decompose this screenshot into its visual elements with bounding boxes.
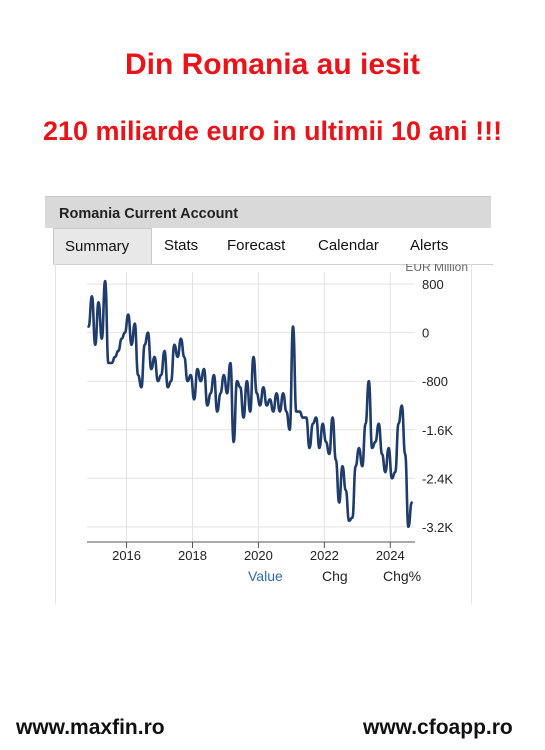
tab-summary[interactable]: Summary	[53, 228, 152, 264]
y-tick-label: 0	[422, 326, 429, 341]
tab-bar: Summary Stats Forecast Calendar Alerts	[53, 228, 493, 265]
chart-left-rule	[55, 264, 56, 604]
headline-line-2: 210 miliarde euro in ultimii 10 ani !!!	[42, 116, 503, 146]
view-option-chg[interactable]: Chg	[322, 568, 348, 584]
footer-link-cfoapp[interactable]: www.cfoapp.ro	[363, 716, 513, 739]
y-tick-label: 800	[422, 277, 444, 292]
y-tick-label: -3.2K	[422, 520, 453, 535]
tab-alerts[interactable]: Alerts	[410, 237, 449, 254]
tab-stats[interactable]: Stats	[164, 237, 199, 254]
y-tick-label: -2.4K	[422, 471, 453, 486]
x-tick-label: 2024	[376, 548, 405, 563]
tab-forecast[interactable]: Forecast	[227, 237, 286, 254]
chart-right-rule	[471, 264, 472, 604]
panel-title: Romania Current Account	[45, 196, 491, 228]
view-option-value[interactable]: Value	[248, 568, 283, 584]
current-account-line-chart: EUR Million 800 0 -800 -1.6K -2.4K -3.2K 2016 20…	[87, 264, 468, 563]
chart-area: EUR Million 800 0 -800 -1.6K -2.4K -3.2K 2016 20…	[53, 264, 473, 604]
headline-line-1: Din Romania au iesit	[124, 48, 421, 81]
x-tick-label: 2018	[178, 548, 207, 563]
tab-calendar[interactable]: Calendar	[318, 237, 379, 254]
view-option-chg-percent[interactable]: Chg%	[383, 568, 422, 584]
x-tick-label: 2016	[112, 548, 141, 563]
current-account-series-line	[87, 279, 413, 529]
y-tick-label: -1.6K	[422, 423, 453, 438]
footer-link-maxfin[interactable]: www.maxfin.ro	[16, 716, 165, 739]
x-tick-label: 2022	[310, 548, 339, 563]
x-tick-label: 2020	[244, 548, 273, 563]
y-tick-label: -800	[422, 374, 448, 389]
unit-label: EUR Million	[405, 264, 468, 274]
